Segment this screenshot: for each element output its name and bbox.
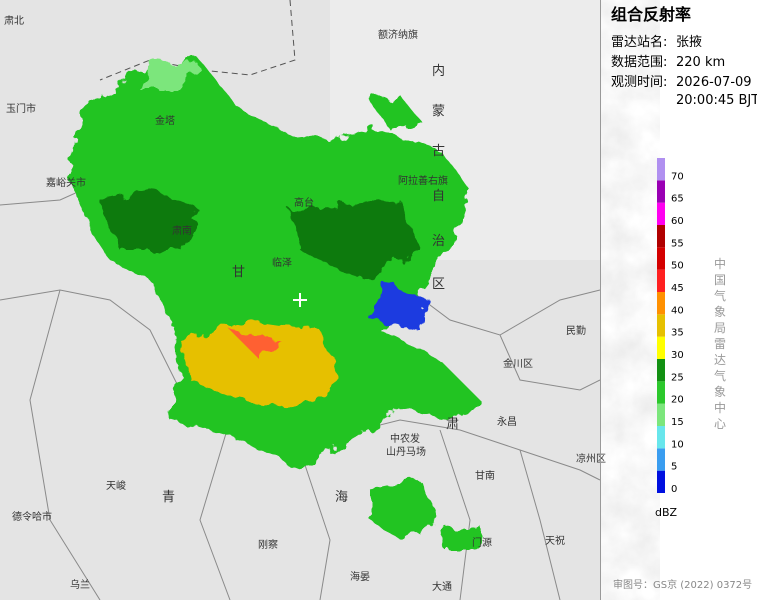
place-label: 大通 bbox=[432, 580, 452, 593]
border-line bbox=[99, 0, 296, 81]
legend-swatch bbox=[657, 336, 665, 359]
legend-swatch bbox=[657, 448, 665, 471]
legend-tick-label: 70 bbox=[671, 171, 684, 182]
place-label: 中农发 bbox=[390, 432, 420, 445]
info-value: 220 km bbox=[676, 55, 725, 70]
legend-tick-label: 55 bbox=[671, 238, 684, 249]
legend-tick-label: 20 bbox=[671, 395, 684, 406]
legend-swatch bbox=[657, 292, 665, 315]
place-label: 肃北 bbox=[4, 15, 24, 27]
place-label: 金塔 bbox=[155, 114, 175, 127]
legend-swatch bbox=[657, 470, 665, 493]
legend-swatch bbox=[657, 247, 665, 270]
legend-tick-label: 45 bbox=[671, 283, 684, 294]
legend-swatch bbox=[657, 158, 665, 181]
place-label: 高台 bbox=[294, 196, 314, 209]
legend-tick-label: 25 bbox=[671, 372, 684, 383]
info-label: 雷达站名: bbox=[611, 34, 667, 50]
time-2: 20:00:45 BJT bbox=[676, 93, 757, 108]
place-label: 海晏 bbox=[350, 570, 370, 583]
place-label: 甘南 bbox=[475, 469, 495, 482]
echoes bbox=[70, 60, 480, 550]
place-label: 嘉峪关市 bbox=[46, 176, 86, 189]
place-label: 金川区 bbox=[503, 357, 533, 370]
legend-swatch bbox=[657, 180, 665, 203]
credit-char: 达 bbox=[714, 353, 726, 367]
place-label: 临泽 bbox=[272, 256, 292, 269]
legend-swatch bbox=[657, 314, 665, 337]
legend-tick-label: 35 bbox=[671, 328, 684, 339]
credit-char: 气 bbox=[714, 288, 726, 303]
credit-char: 气 bbox=[714, 368, 726, 383]
credit-char: 中 bbox=[714, 256, 726, 271]
info-label: 数据范围: bbox=[611, 55, 667, 70]
legend-swatch bbox=[657, 269, 665, 292]
legend-unit: dBZ bbox=[655, 506, 678, 519]
legend-tick-label: 0 bbox=[671, 484, 677, 495]
legend-tick-label: 60 bbox=[671, 216, 684, 227]
place-label: 蒙 bbox=[432, 104, 445, 119]
legend-tick-label: 15 bbox=[671, 417, 684, 428]
place-label: 永昌 bbox=[497, 415, 517, 428]
legend-swatch bbox=[657, 359, 665, 382]
place-label: 民勤 bbox=[566, 324, 586, 337]
legend-swatch bbox=[657, 426, 665, 449]
place-label: 古 bbox=[432, 144, 445, 159]
legend-tick-label: 10 bbox=[671, 439, 684, 450]
place-label: 德令哈市 bbox=[12, 510, 52, 523]
legend-swatch bbox=[657, 381, 665, 404]
place-label: 玉门市 bbox=[6, 102, 36, 115]
info-value: 2026-07-09 bbox=[676, 75, 752, 90]
place-label: 内 bbox=[432, 63, 445, 79]
legend-tick-label: 40 bbox=[671, 305, 684, 316]
info-label: 观测时间: bbox=[611, 75, 667, 90]
place-label: 治 bbox=[432, 234, 445, 249]
approval: 审图号：GS京 (2022) 0372号 bbox=[613, 578, 752, 591]
legend-tick-label: 5 bbox=[671, 462, 677, 473]
place-label: 额济纳旗 bbox=[378, 28, 418, 41]
place-label: 阿拉善右旗 bbox=[398, 174, 448, 187]
credit-char: 中 bbox=[714, 400, 726, 415]
credit-char: 象 bbox=[714, 385, 726, 399]
place-label: 天峻 bbox=[106, 479, 126, 492]
legend-swatch bbox=[657, 202, 665, 225]
place-label: 海 bbox=[335, 490, 348, 505]
place-label: 肃南 bbox=[172, 224, 192, 237]
place-label: 乌兰 bbox=[70, 578, 90, 591]
info-value: 张掖 bbox=[676, 35, 702, 50]
place-label: 青 bbox=[162, 490, 175, 505]
legend-tick-label: 30 bbox=[671, 350, 684, 361]
legend-swatch bbox=[657, 403, 665, 426]
radar-site bbox=[293, 293, 307, 307]
legend-swatch bbox=[657, 225, 665, 248]
credit-char: 象 bbox=[714, 305, 726, 319]
place-label: 凉州区 bbox=[576, 452, 606, 465]
place-label: 门源 bbox=[472, 536, 492, 549]
credit-char: 国 bbox=[714, 273, 726, 287]
place-label: 天祝 bbox=[545, 534, 565, 547]
place-label: 区 bbox=[432, 277, 445, 292]
credit-char: 局 bbox=[714, 321, 726, 335]
legend-tick-label: 50 bbox=[671, 261, 684, 272]
credit-char: 心 bbox=[714, 417, 726, 431]
legend-tick-label: 65 bbox=[671, 194, 684, 205]
place-label: 甘 bbox=[232, 265, 245, 280]
credit-char: 雷 bbox=[714, 337, 726, 351]
place-label: 刚察 bbox=[258, 538, 278, 551]
place-label: 山丹马场 bbox=[386, 445, 426, 458]
boundaries bbox=[0, 179, 601, 600]
place-label: 肃 bbox=[446, 417, 459, 432]
place-label: 自 bbox=[432, 189, 445, 204]
panel-title: 组合反射率 bbox=[611, 5, 691, 24]
